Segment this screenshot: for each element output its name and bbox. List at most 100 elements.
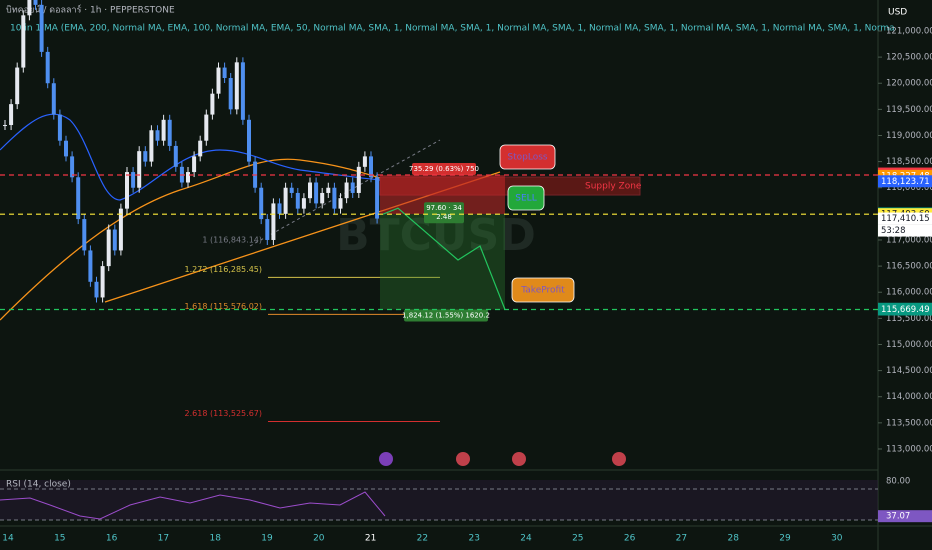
time-label: 18 [209,534,221,544]
candle [277,203,282,214]
stoploss-callout-bg [499,144,556,170]
price-tag-label: 115,669.49 [881,305,930,315]
price-tick-label: 114,000.00 [886,392,932,402]
candle [161,119,166,141]
candle [100,266,105,298]
time-label: 15 [54,534,65,544]
takeprofit-callout: TakeProfit [520,286,565,296]
stoploss-callout: StopLoss [507,153,548,163]
fib-label: 2.618 (113,525.67) [185,409,263,418]
rsi-title: RSI (14, close) [6,480,71,490]
price-tick-label: 118,500.00 [886,157,932,167]
candle [222,67,227,79]
price-tick-label: 115,500.00 [886,314,932,324]
candle [131,172,136,188]
candle [265,219,270,240]
price-tick-label: 117,000.00 [886,235,932,245]
candle [76,177,81,220]
time-label: 17 [158,534,169,544]
price-tick-label: 120,500.00 [886,53,932,63]
ma-line [0,113,381,201]
time-label: 25 [572,534,583,544]
price-tag [878,212,932,225]
countdown-bg [878,224,932,237]
target-text: 1,824.12 (1.55%) 1620.2 [402,312,490,320]
candle [320,192,325,204]
candle [112,229,117,251]
price-tag-label: 117,410.15 [881,214,930,224]
price-tick-label: 118,000.00 [886,183,932,193]
fib-label: 1.272 (116,285.45) [185,265,263,274]
sell-callout-bg [507,185,545,211]
candle [21,15,26,68]
candle [210,93,215,115]
candle [88,250,93,282]
candle [344,182,349,199]
time-label: 21 [365,534,376,544]
candle [155,130,160,141]
price-tag [878,175,932,188]
time-label: 20 [313,534,325,544]
candle [198,140,203,157]
entry-text: 97.60 · 34 [426,204,462,212]
candle [125,172,129,209]
price-tick-label: 114,500.00 [886,366,932,376]
candle [308,182,312,199]
candle [314,182,319,204]
ratio-text: 2.48 [436,213,452,221]
time-label: 30 [831,534,843,544]
candle [9,104,14,126]
target-zone [380,214,505,310]
price-tick-label: 119,500.00 [886,105,932,115]
time-label: 26 [624,534,636,544]
sell-callout: SELL [515,194,536,204]
candle [94,281,99,298]
rsi-tag-label: 37.07 [886,512,910,522]
candle [167,119,172,146]
rsi-line [0,491,386,520]
price-tick-label: 113,000.00 [886,444,932,454]
candle [332,187,337,209]
candle [338,198,343,209]
ema-line [0,158,381,321]
time-label: 22 [417,534,428,544]
time-label: 14 [2,534,14,544]
candle [39,4,44,52]
time-label: 28 [727,534,739,544]
time-label: 19 [261,534,273,544]
candle [192,156,197,173]
candle [283,187,288,214]
stop-text: 735.29 (0.63%) 750 [409,165,479,173]
candle [137,151,142,188]
currency[interactable]: USD [888,8,907,18]
price-tick-label: 119,000.00 [886,131,932,141]
candle [259,187,264,220]
stop-text-bg [412,163,476,176]
time-label: 16 [106,534,118,544]
price-tick-label: 120,000.00 [886,79,932,89]
time-label: 23 [468,534,479,544]
rsi-tag [878,510,932,523]
takeprofit-callout-bg [511,277,575,303]
candle [356,166,361,193]
candle [369,156,373,178]
price-tick-label: 116,500.00 [886,262,932,272]
candle [216,67,221,94]
candle [33,0,38,5]
candle [64,140,68,157]
fib-label: 1.618 (115,576.02) [185,302,263,311]
candle [271,203,276,240]
candle [149,130,154,162]
candle [118,208,123,251]
candle [326,187,331,193]
price-tick-label: 116,000.00 [886,288,932,298]
candle [15,67,20,105]
price-tag [878,303,932,316]
countdown: 53:28 [881,226,906,236]
candle [289,187,294,193]
candle [240,62,245,120]
rsi-band [0,480,878,520]
indicator-legend: 10 in 1 MA (EMA, 200, Normal MA, EMA, 10… [10,24,895,34]
projection-path [382,207,506,310]
